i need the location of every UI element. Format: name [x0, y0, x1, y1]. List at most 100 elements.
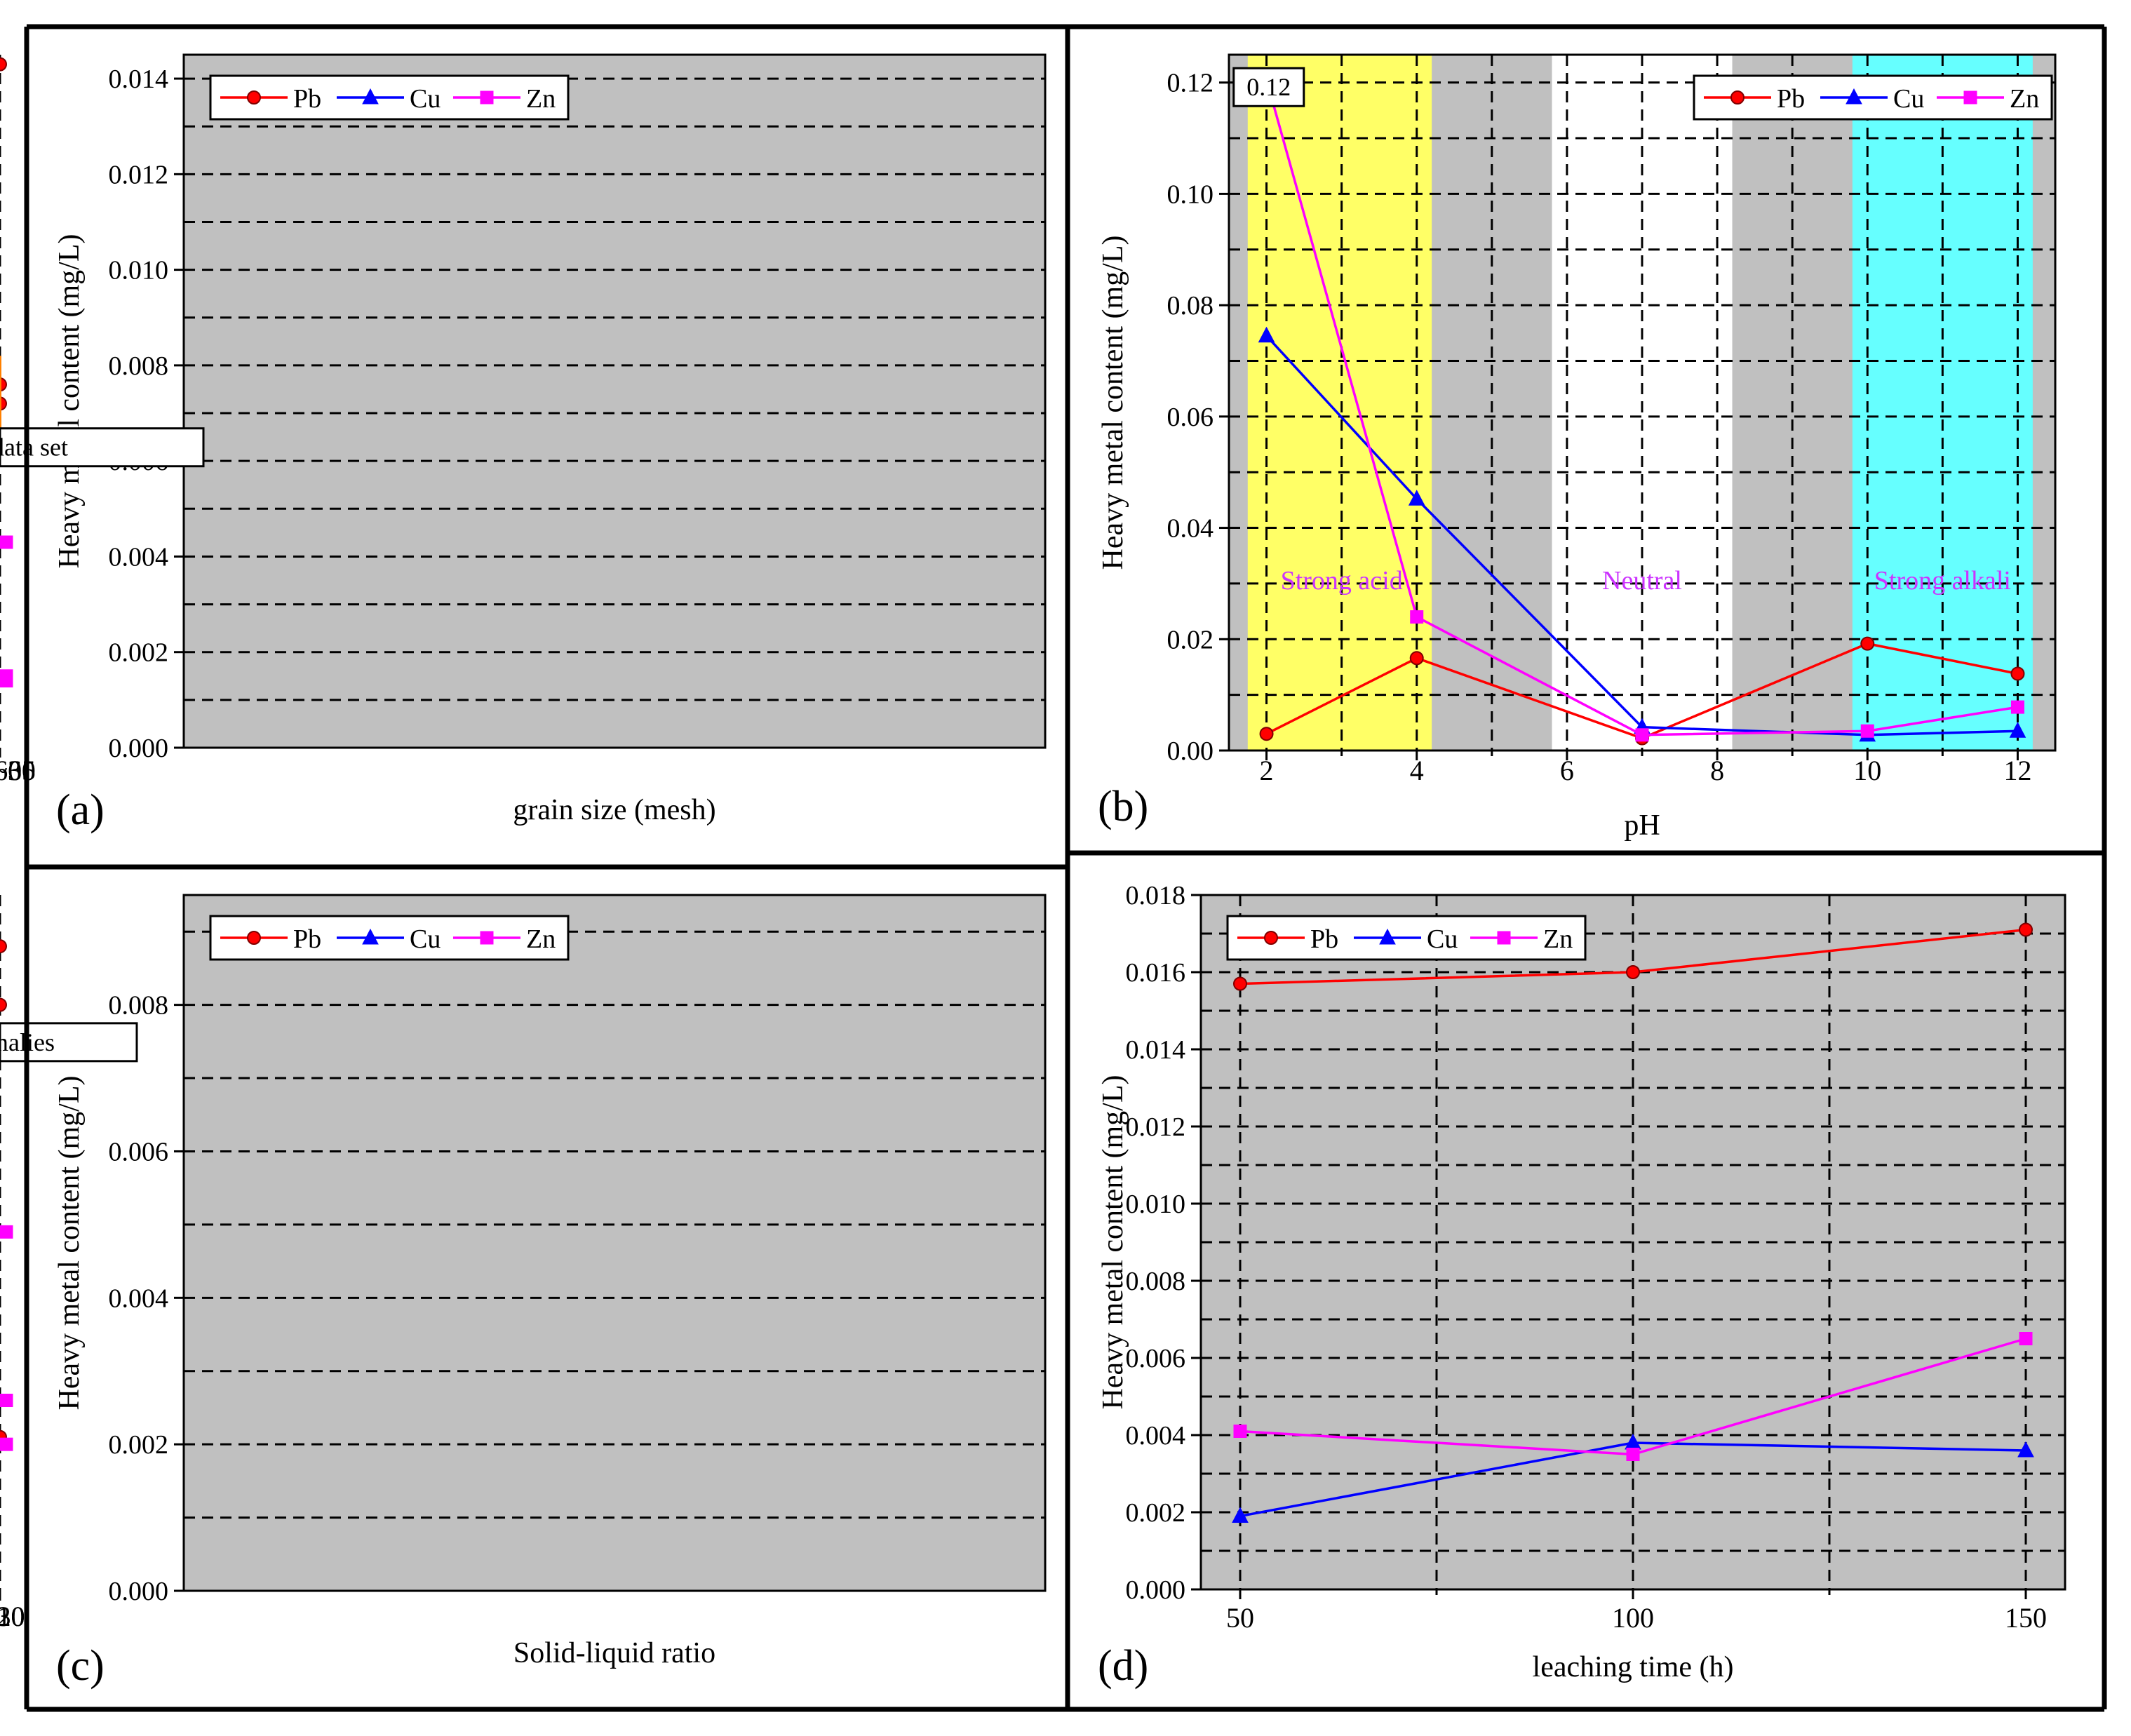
- figure-frame: [24, 24, 2107, 1712]
- y-tick-label: 0.002: [109, 638, 169, 668]
- marker-circle: [1233, 976, 1247, 991]
- series-Zn: [0, 535, 13, 688]
- x-tick-label: 6: [1560, 755, 1574, 786]
- plot-area: [184, 895, 1045, 1591]
- y-axis-label: Heavy metal content (mg/L): [1097, 1075, 1129, 1410]
- marker-square: [2019, 1332, 2033, 1345]
- x-axis-label: leaching time (h): [1533, 1651, 1734, 1683]
- y-tick-label: 0.000: [109, 734, 169, 763]
- chart-panel-b: 0.00 0.02 0.04 0.06 0.08 0.10 0.12 2 4 6 8 10 12 pH He…: [1097, 53, 2057, 842]
- axes: 0.0000.0020.0040.0060.0080.0100.0120.014…: [1126, 881, 2048, 1634]
- y-tick-label: 0.12: [1167, 69, 1214, 98]
- y-tick-label: 0.014: [109, 65, 169, 94]
- legend-label: Zn: [2010, 84, 2039, 114]
- y-tick-label: 0.004: [109, 542, 169, 572]
- annotation: Anomalies: [0, 1022, 138, 1063]
- x-tick-label: >60: [0, 755, 22, 786]
- series-Zn: [1260, 73, 2024, 742]
- x-axis-label: pH: [1624, 809, 1660, 842]
- legend: Pb Cu Zn: [209, 915, 570, 961]
- marker-square: [1860, 724, 1874, 738]
- plot-border: [182, 894, 1047, 1592]
- marker-square: [480, 931, 494, 945]
- marker-circle: [1259, 727, 1274, 741]
- marker-triangle: [1846, 88, 1862, 105]
- x-tick-label: 1:10: [0, 1601, 25, 1632]
- x-tick-label: 1:30: [0, 1601, 25, 1632]
- y-tick-label: 0.06: [1167, 403, 1214, 432]
- marker-circle: [247, 90, 261, 105]
- legend-label: Cu: [1893, 84, 1924, 114]
- annotation-text: Error data set: [0, 433, 68, 462]
- x-tick-label: 10: [1853, 755, 1881, 786]
- series-Pb: [0, 57, 7, 411]
- x-tick-label: 1:20: [0, 1601, 25, 1632]
- marker-triangle: [2009, 722, 2026, 738]
- region-label: Strong alkali: [1874, 566, 2011, 596]
- annotation-text: 0.12: [1246, 73, 1291, 101]
- x-tick-label: 4: [1410, 755, 1424, 786]
- y-tick-label: 0.012: [1126, 1112, 1186, 1142]
- legend: Pb Cu Zn: [1693, 74, 2053, 121]
- marker-square: [1497, 931, 1511, 945]
- axes: 0.00 0.02 0.04 0.06 0.08 0.10 0.12 2 4 6 8 10 12: [1167, 69, 2032, 786]
- legend: Pb Cu Zn: [1226, 915, 1587, 961]
- x-tick-label: 35~60: [0, 755, 36, 786]
- y-axis-label: Heavy metal content (mg/L): [53, 234, 86, 569]
- y-tick-label: 0.004: [1126, 1421, 1186, 1451]
- region-label: Neutral: [1602, 566, 1682, 596]
- axes: 0.000 0.002 0.004 0.006 0.008 1:101:201:30: [0, 991, 184, 1632]
- x-tick-label: 150: [2005, 1602, 2047, 1634]
- legend-label: Pb: [293, 924, 321, 954]
- y-tick-label: 0.006: [1126, 1344, 1186, 1373]
- marker-square: [480, 90, 494, 105]
- marker-triangle: [362, 928, 379, 945]
- x-tick-label: 20~35: [0, 755, 36, 786]
- legend-label: Pb: [1310, 924, 1338, 954]
- y-tick-label: 0.018: [1126, 881, 1186, 910]
- marker-triangle: [1408, 490, 1425, 506]
- marker-square: [1410, 610, 1424, 624]
- legend-label: Zn: [526, 84, 556, 114]
- marker-circle: [0, 997, 7, 1012]
- y-tick-label: 0.010: [109, 256, 169, 285]
- series-Zn: [0, 1225, 13, 1451]
- marker-triangle: [362, 88, 379, 105]
- gridlines: [1229, 55, 2055, 751]
- gridlines: [0, 55, 1045, 748]
- x-axis-label: Solid-liquid ratio: [513, 1637, 715, 1669]
- panel-label: (d): [1098, 1642, 1148, 1690]
- x-tick-label: 8: [1710, 755, 1724, 786]
- chart-panel-c: 0.000 0.002 0.004 0.006 0.008 1:101:201:30 Sol…: [0, 894, 1047, 1690]
- marker-circle: [2010, 666, 2025, 681]
- panels: 0.000 0.002 0.004 0.006 0.008 0.010 0.012 0.014…: [0, 53, 2066, 1690]
- marker-circle: [247, 931, 261, 945]
- y-tick-label: 0.04: [1167, 514, 1214, 544]
- y-tick-label: 0.014: [1126, 1035, 1186, 1065]
- y-tick-label: 0.006: [109, 1137, 169, 1166]
- y-axis-label: Heavy metal content (mg/L): [1097, 236, 1129, 570]
- marker-triangle: [1258, 326, 1275, 343]
- marker-circle: [1730, 90, 1745, 105]
- region-label: Strong acid: [1281, 566, 1403, 596]
- marker-triangle: [1232, 1507, 1249, 1523]
- y-tick-label: 0.008: [1126, 1267, 1186, 1296]
- y-tick-label: 0.000: [1126, 1575, 1186, 1605]
- marker-square: [1635, 728, 1649, 742]
- marker-circle: [1264, 931, 1278, 945]
- y-tick-label: 0.000: [109, 1577, 169, 1606]
- marker-triangle: [2017, 1441, 2034, 1458]
- legend-label: Cu: [1427, 924, 1458, 954]
- y-axis-label: Heavy metal content (mg/L): [53, 1076, 86, 1411]
- chart-panel-a: 0.0000.0020.0040.0060.0080.0100.0120.014…: [0, 53, 1047, 834]
- marker-circle: [0, 377, 7, 392]
- axes: 0.0000.0020.0040.0060.0080.0100.0120.014…: [0, 65, 184, 786]
- annotation: 0.12: [1232, 67, 1305, 107]
- series-Zn: [1233, 1332, 2033, 1461]
- x-tick-label: 100: [1612, 1602, 1654, 1634]
- marker-circle: [1626, 965, 1640, 979]
- series-Cu: [1232, 1433, 2034, 1523]
- marker-circle: [1860, 636, 1875, 651]
- marker-circle: [0, 396, 7, 411]
